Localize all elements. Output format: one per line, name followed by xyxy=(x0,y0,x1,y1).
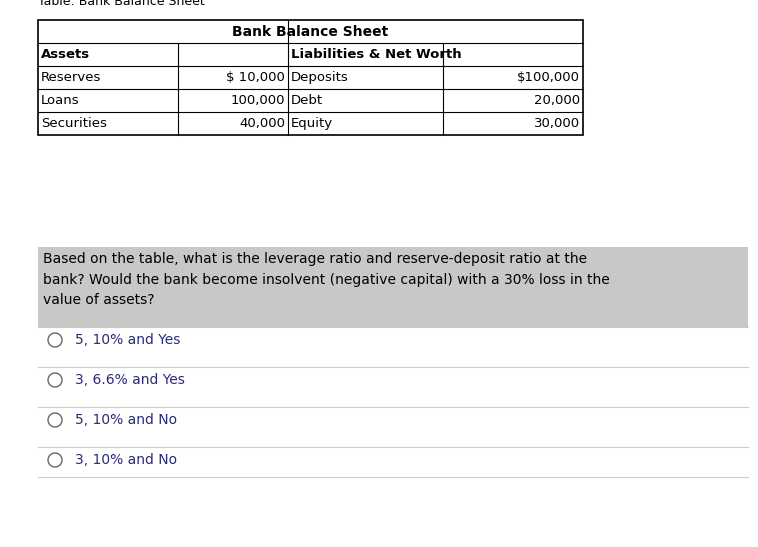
Text: $100,000: $100,000 xyxy=(517,71,580,84)
Text: Debt: Debt xyxy=(291,94,323,107)
Text: Loans: Loans xyxy=(41,94,80,107)
Text: Equity: Equity xyxy=(291,117,333,130)
Text: Liabilities & Net Worth: Liabilities & Net Worth xyxy=(291,48,462,61)
Text: Bank Balance Sheet: Bank Balance Sheet xyxy=(233,25,389,38)
Text: Table: Bank Balance Sheet: Table: Bank Balance Sheet xyxy=(38,0,205,8)
Text: 40,000: 40,000 xyxy=(239,117,285,130)
Text: Deposits: Deposits xyxy=(291,71,349,84)
Text: 3, 10% and No: 3, 10% and No xyxy=(75,453,177,467)
Text: 20,000: 20,000 xyxy=(534,94,580,107)
Text: 5, 10% and Yes: 5, 10% and Yes xyxy=(75,333,180,347)
Text: Assets: Assets xyxy=(41,48,90,61)
Bar xyxy=(38,247,748,327)
Text: 3, 6.6% and Yes: 3, 6.6% and Yes xyxy=(75,373,185,387)
Bar xyxy=(38,20,583,135)
Text: Reserves: Reserves xyxy=(41,71,102,84)
Text: Based on the table, what is the leverage ratio and reserve-deposit ratio at the
: Based on the table, what is the leverage… xyxy=(43,252,609,307)
Text: $ 10,000: $ 10,000 xyxy=(226,71,285,84)
Text: 5, 10% and No: 5, 10% and No xyxy=(75,413,177,427)
Text: 30,000: 30,000 xyxy=(534,117,580,130)
Text: Securities: Securities xyxy=(41,117,107,130)
Text: 100,000: 100,000 xyxy=(230,94,285,107)
